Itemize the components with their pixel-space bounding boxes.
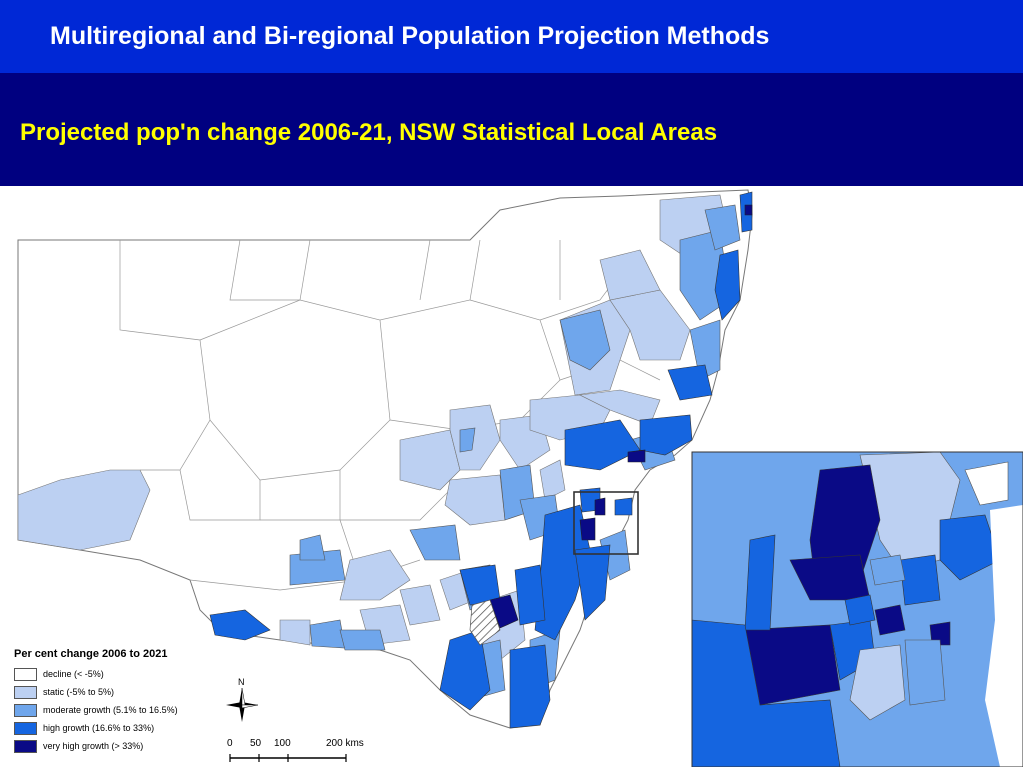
legend-item-decline: decline (< -5%)	[14, 666, 229, 682]
legend-swatch	[14, 703, 37, 717]
header-bar: Multiregional and Bi-regional Population…	[0, 0, 1023, 73]
north-arrow-icon	[226, 687, 259, 722]
sydney-inset-map	[691, 451, 1023, 767]
legend-swatch	[14, 667, 37, 681]
scale-bar	[229, 754, 347, 762]
high-growth-regions	[209, 191, 753, 729]
hatched-region	[469, 599, 501, 646]
legend-item-very-high-growth: very high growth (> 33%)	[14, 738, 229, 754]
map-legend: Per cent change 2006 to 2021 decline (< …	[14, 648, 229, 756]
legend-item-static: static (-5% to 5%)	[14, 684, 229, 700]
very-high-growth-regions	[489, 204, 753, 629]
subheader-bar: Projected pop'n change 2006-21, NSW Stat…	[0, 73, 1023, 186]
legend-title: Per cent change 2006 to 2021	[14, 648, 168, 660]
slide-title: Multiregional and Bi-regional Population…	[50, 22, 770, 50]
scale-tick-0: 0	[227, 738, 233, 749]
legend-label: decline (< -5%)	[43, 669, 104, 679]
map-title: Projected pop'n change 2006-21, NSW Stat…	[20, 119, 718, 146]
nsw-map	[17, 189, 1023, 767]
legend-swatch	[14, 739, 37, 753]
scale-tick-100: 100	[274, 738, 291, 749]
legend-label: high growth (16.6% to 33%)	[43, 723, 155, 733]
scale-tick-200: 200 kms	[326, 738, 364, 749]
legend-swatch	[14, 685, 37, 699]
legend-label: very high growth (> 33%)	[43, 741, 144, 751]
legend-item-moderate-growth: moderate growth (5.1% to 16.5%)	[14, 702, 229, 718]
inset-locator-box	[573, 491, 639, 555]
static-regions	[17, 194, 731, 661]
north-label: N	[238, 677, 245, 687]
legend-item-high-growth: high growth (16.6% to 33%)	[14, 720, 229, 736]
legend-label: moderate growth (5.1% to 16.5%)	[43, 705, 178, 715]
legend-label: static (-5% to 5%)	[43, 687, 115, 697]
legend-swatch	[14, 721, 37, 735]
scale-tick-50: 50	[250, 738, 262, 749]
